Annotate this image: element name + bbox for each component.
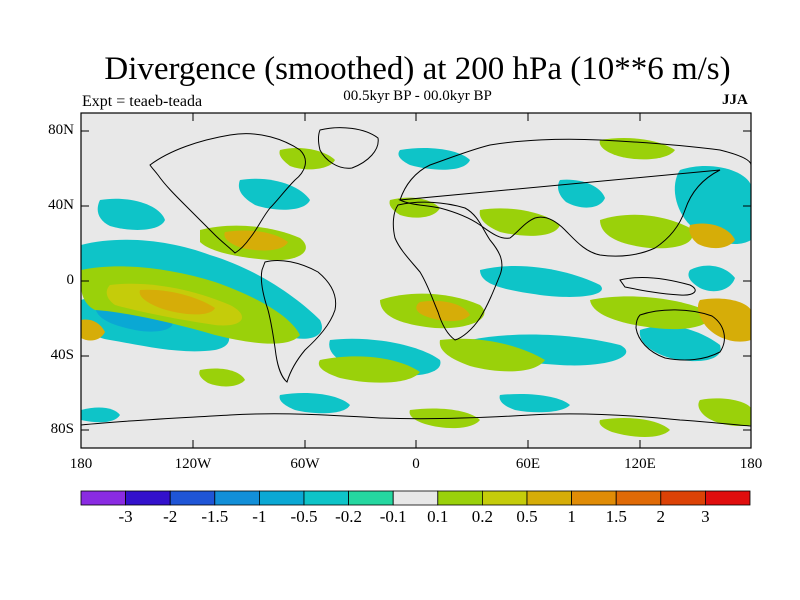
orange-blob xyxy=(689,223,735,249)
coastline-antarctica xyxy=(81,413,751,427)
colorbar-swatch xyxy=(214,490,260,506)
green-blob xyxy=(479,208,560,236)
colorbar-label: -1 xyxy=(252,507,267,526)
colorbar-swatch xyxy=(392,490,439,506)
coastline-north-america xyxy=(149,133,306,254)
colorbar-label: 0.1 xyxy=(427,507,449,526)
coastline-south-america xyxy=(260,259,337,383)
coastline-africa xyxy=(392,201,503,341)
lon-label-120w: 120W xyxy=(174,456,212,472)
lon-label-0: 0 xyxy=(412,456,420,472)
lon-label-60w: 60W xyxy=(290,456,320,472)
lon-label-60e: 60E xyxy=(515,456,541,472)
colorbar-label: -3 xyxy=(118,507,133,526)
lat-label-80s: 80S xyxy=(50,421,74,437)
cyan-blob xyxy=(688,265,735,292)
colorbar-swatch xyxy=(348,490,394,506)
orange-blob xyxy=(81,319,105,341)
cyan-blob xyxy=(279,393,350,414)
cyan-blob xyxy=(480,265,602,297)
green-blob xyxy=(590,296,711,330)
green-blob xyxy=(279,148,335,170)
orange-blob xyxy=(416,300,470,322)
axis-ticks xyxy=(81,113,751,448)
colorbar-label: 0.5 xyxy=(516,507,538,526)
colorbar-swatch xyxy=(437,490,483,506)
lon-label-120e: 120E xyxy=(624,456,656,472)
orange-blob xyxy=(139,289,215,315)
colorbar-label: -1.5 xyxy=(201,507,229,526)
green-blob xyxy=(439,338,545,372)
cyan-blob xyxy=(398,148,470,170)
colorbar-label: -2 xyxy=(163,507,178,526)
cyan-blob xyxy=(238,178,310,210)
orange-blob xyxy=(224,230,288,251)
orange-blob xyxy=(697,298,751,342)
colorbar-label: 2 xyxy=(656,507,666,526)
colorbar-swatch xyxy=(303,490,349,506)
cyan-blob xyxy=(81,407,120,423)
colorbar-label: 1 xyxy=(567,507,576,526)
colorbar-swatch xyxy=(125,490,171,506)
colorbar-label: -0.5 xyxy=(290,507,318,526)
cyan-blob xyxy=(558,179,605,208)
colorbar-label: 3 xyxy=(701,507,710,526)
green-blob xyxy=(199,368,245,387)
lon-label-180e: 180 xyxy=(739,456,763,472)
colorbar-label: -0.2 xyxy=(335,507,363,526)
colorbar-swatch xyxy=(660,490,706,506)
cyan-blob xyxy=(639,325,721,362)
cyan-blob xyxy=(499,394,570,413)
colorbar-swatch xyxy=(615,490,662,506)
time-period-label: 00.5kyr BP - 00.0kyr BP xyxy=(343,88,492,104)
map-panel xyxy=(81,113,751,448)
lat-label-80n: 80N xyxy=(48,122,74,138)
positive-divergence-regions xyxy=(81,138,751,437)
plot-title: Divergence (smoothed) at 200 hPa (10**6 … xyxy=(104,51,731,87)
colorbar-swatch xyxy=(705,490,751,506)
colorbar-swatch xyxy=(80,490,126,506)
colorbar-label: 1.5 xyxy=(605,507,627,526)
coastline-greenland xyxy=(318,127,379,169)
lat-label-40n: 40N xyxy=(48,197,74,213)
cyan-blob xyxy=(97,198,165,230)
colorbar-label: -0.1 xyxy=(379,507,407,526)
coastline-indonesia xyxy=(619,277,696,296)
colorbar-swatch xyxy=(169,490,216,506)
lon-label-180w: 180 xyxy=(69,456,93,472)
experiment-label: Expt = teaeb-teada xyxy=(82,93,203,110)
colorbar-swatch xyxy=(481,490,528,506)
coastline-australia xyxy=(635,309,725,361)
colorbar-swatch xyxy=(571,490,617,506)
coastlines xyxy=(81,127,751,427)
lat-label-40s: 40S xyxy=(50,347,74,363)
coastline-eurasia xyxy=(398,138,751,257)
colorbar-swatch xyxy=(526,490,572,506)
green-blob xyxy=(599,418,670,437)
season-label: JJA xyxy=(722,92,748,108)
colorbar-swatch xyxy=(258,490,305,506)
green-blob xyxy=(698,398,751,426)
colorbar-label: 0.2 xyxy=(471,507,494,526)
colorbar xyxy=(80,490,751,506)
green-blob xyxy=(600,214,693,249)
lat-label-0: 0 xyxy=(66,272,75,288)
green-blob xyxy=(318,356,420,383)
